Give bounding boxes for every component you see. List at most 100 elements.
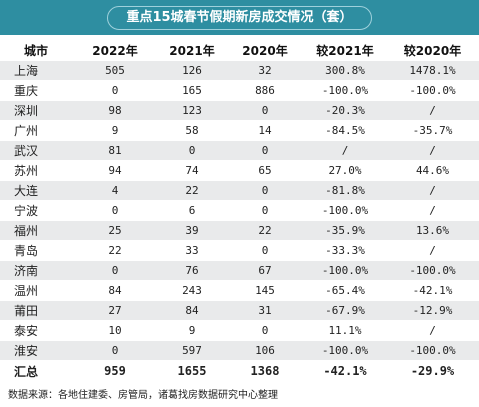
- city-cell: 上海: [0, 60, 72, 81]
- cell-2020: 0: [226, 100, 304, 121]
- total-label: 汇总: [0, 360, 72, 382]
- city-cell: 泰安: [0, 320, 72, 341]
- table-row: 宁波 0 6 0 -100.0% /: [0, 200, 479, 221]
- cell-vs2020: /: [386, 140, 479, 161]
- cell-vs2020: /: [386, 240, 479, 261]
- city-cell: 广州: [0, 120, 72, 141]
- cell-2022: 98: [72, 100, 158, 121]
- cell-2020: 0: [226, 320, 304, 341]
- cell-2021: 597: [158, 340, 226, 361]
- data-table: 城市 2022年 2021年 2020年 较2021年 较2020年 上海 505…: [0, 40, 479, 382]
- cell-vs2020: /: [386, 100, 479, 121]
- cell-vs2021: -65.4%: [304, 280, 386, 301]
- table-row: 泰安 10 9 0 11.1% /: [0, 320, 479, 341]
- cell-vs2020: -100.0%: [386, 340, 479, 361]
- cell-vs2021: -81.8%: [304, 180, 386, 201]
- table-row: 莆田 27 84 31 -67.9% -12.9%: [0, 300, 479, 321]
- cell-vs2021: -20.3%: [304, 100, 386, 121]
- cell-vs2021: -33.3%: [304, 240, 386, 261]
- header-city: 城市: [0, 40, 72, 61]
- cell-2022: 10: [72, 320, 158, 341]
- cell-2022: 25: [72, 220, 158, 241]
- total-row: 汇总 959 1655 1368 -42.1% -29.9%: [0, 360, 479, 382]
- cell-2020: 22: [226, 220, 304, 241]
- source-note: 数据来源：各地住建委、房管局，诸葛找房数据研究中心整理: [8, 390, 278, 401]
- table-row: 武汉 81 0 0//: [0, 140, 479, 161]
- cell-vs2020: -100.0%: [386, 80, 479, 101]
- table-row: 温州 84 243 145 -65.4% -42.1%: [0, 280, 479, 301]
- cell-vs2020: /: [386, 320, 479, 341]
- cell-2022: 0: [72, 260, 158, 281]
- cell-vs2020: -42.1%: [386, 280, 479, 301]
- cell-vs2020: 44.6%: [386, 160, 479, 181]
- cell-2022: 81: [72, 140, 158, 161]
- cell-2020: 0: [226, 180, 304, 201]
- cell-vs2020: /: [386, 180, 479, 201]
- cell-vs2020: /: [386, 200, 479, 221]
- table-row: 福州 25 39 22 -35.9% 13.6%: [0, 220, 479, 241]
- table-row: 大连 4 22 0 -81.8% /: [0, 180, 479, 201]
- city-cell: 淮安: [0, 340, 72, 361]
- table-row: 淮安 0 597 106 -100.0% -100.0%: [0, 340, 479, 361]
- header-vs2020: 较2020年: [386, 40, 479, 61]
- table-row: 上海 505 126 32 300.8% 1478.1%: [0, 60, 479, 81]
- cell-2020: 65: [226, 160, 304, 181]
- cell-vs2020: -100.0%: [386, 260, 479, 281]
- table-row: 深圳 98 123 0 -20.3% /: [0, 100, 479, 121]
- cell-vs2020: 13.6%: [386, 220, 479, 241]
- cell-2020: 106: [226, 340, 304, 361]
- cell-2020: 0: [226, 240, 304, 261]
- header-2020: 2020年: [226, 40, 304, 61]
- cell-2020: 145: [226, 280, 304, 301]
- cell-2021: 0: [158, 140, 226, 161]
- cell-vs2021: /: [304, 140, 386, 161]
- table-row: 苏州 94 74 65 27.0% 44.6%: [0, 160, 479, 181]
- city-cell: 重庆: [0, 80, 72, 101]
- cell-2020: 0: [226, 140, 304, 161]
- cell-vs2020: -35.7%: [386, 120, 479, 141]
- cell-2021: 74: [158, 160, 226, 181]
- city-cell: 莆田: [0, 300, 72, 321]
- cell-vs2020: -12.9%: [386, 300, 479, 321]
- table-row: 重庆 0 165 886 -100.0% -100.0%: [0, 80, 479, 101]
- cell-2022: 505: [72, 60, 158, 81]
- header-2022: 2022年: [72, 40, 158, 61]
- city-cell: 宁波: [0, 200, 72, 221]
- cell-2021: 58: [158, 120, 226, 141]
- header-row: 城市 2022年 2021年 2020年 较2021年 较2020年: [0, 40, 479, 61]
- cell-2021: 22: [158, 180, 226, 201]
- cell-2022: 0: [72, 80, 158, 101]
- cell-vs2021: 11.1%: [304, 320, 386, 341]
- cell-2021: 126: [158, 60, 226, 81]
- cell-vs2021: -100.0%: [304, 80, 386, 101]
- cell-2021: 6: [158, 200, 226, 221]
- cell-vs2021: -100.0%: [304, 200, 386, 221]
- table-row: 济南 0 76 67 -100.0% -100.0%: [0, 260, 479, 281]
- cell-2020: 32: [226, 60, 304, 81]
- cell-2021: 165: [158, 80, 226, 101]
- cell-2020: 0: [226, 200, 304, 221]
- table-row: 青岛 22 33 0 -33.3% /: [0, 240, 479, 261]
- header-vs2021: 较2021年: [304, 40, 386, 61]
- cell-2021: 243: [158, 280, 226, 301]
- city-cell: 深圳: [0, 100, 72, 121]
- cell-2022: 27: [72, 300, 158, 321]
- table-row: 广州 9 58 14 -84.5% -35.7%: [0, 120, 479, 141]
- total-vs2021: -42.1%: [304, 360, 386, 382]
- cell-vs2021: -100.0%: [304, 340, 386, 361]
- cell-2020: 67: [226, 260, 304, 281]
- cell-2021: 84: [158, 300, 226, 321]
- city-cell: 大连: [0, 180, 72, 201]
- cell-vs2021: 300.8%: [304, 60, 386, 81]
- cell-vs2021: -35.9%: [304, 220, 386, 241]
- cell-2020: 14: [226, 120, 304, 141]
- city-cell: 福州: [0, 220, 72, 241]
- cell-vs2021: -100.0%: [304, 260, 386, 281]
- cell-2021: 9: [158, 320, 226, 341]
- cell-2021: 123: [158, 100, 226, 121]
- total-2022: 959: [72, 360, 158, 382]
- cell-2021: 76: [158, 260, 226, 281]
- cell-2022: 84: [72, 280, 158, 301]
- cell-vs2021: 27.0%: [304, 160, 386, 181]
